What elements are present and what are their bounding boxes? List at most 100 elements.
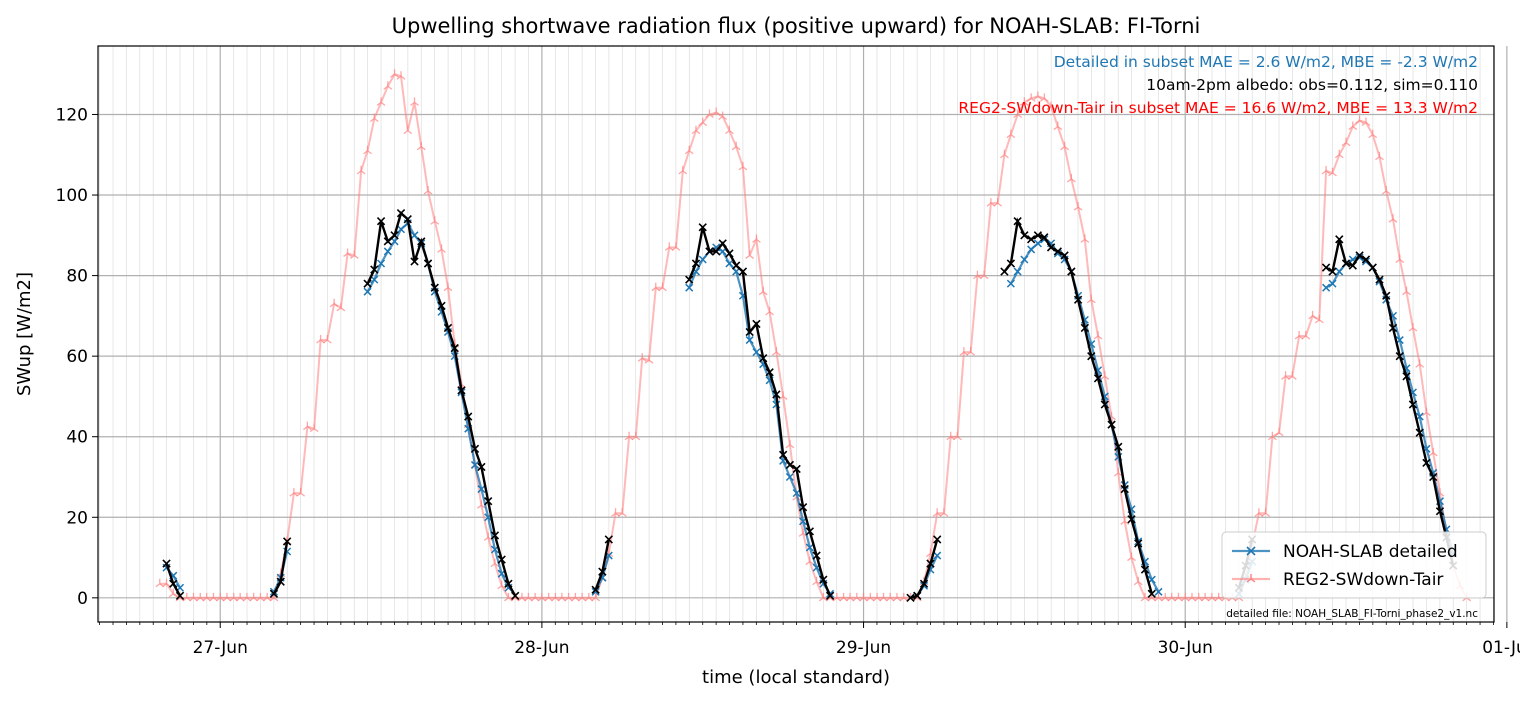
- point-reg2: [705, 109, 714, 118]
- legend: NOAH-SLAB detailed REG2-SWdown-Tair: [1221, 531, 1487, 599]
- point-observed: [685, 275, 694, 284]
- plot-frame: [97, 45, 1495, 623]
- point-noah: [752, 348, 761, 357]
- point-reg2: [1321, 165, 1331, 175]
- point-reg2: [336, 302, 346, 312]
- legend-marker-reg2: [1246, 574, 1256, 583]
- point-observed: [1026, 235, 1036, 244]
- point-noah: [785, 472, 794, 482]
- legend-label-reg2: REG2-SWdown-Tair: [1283, 570, 1443, 590]
- point-noah: [1006, 279, 1015, 288]
- point-reg2: [771, 347, 781, 356]
- point-reg2: [396, 71, 406, 80]
- point-observed: [162, 559, 171, 568]
- point-observed: [1368, 263, 1377, 272]
- point-observed: [464, 412, 473, 421]
- point-reg2: [1415, 359, 1425, 368]
- point-reg2: [1308, 310, 1317, 320]
- point-observed: [396, 208, 406, 218]
- point-observed: [1013, 217, 1022, 226]
- point-observed: [792, 464, 801, 474]
- chart-title: Upwelling shortwave radiation flux (posi…: [392, 14, 1201, 38]
- y-tick-label: 120: [56, 105, 88, 125]
- point-reg2: [785, 439, 795, 449]
- point-reg2: [1093, 331, 1103, 340]
- point-reg2: [1355, 115, 1364, 125]
- point-reg2: [993, 198, 1003, 207]
- point-reg2: [752, 234, 761, 243]
- point-noah: [732, 267, 741, 276]
- point-reg2: [711, 107, 721, 116]
- point-reg2: [812, 576, 821, 586]
- point-observed: [604, 535, 613, 544]
- point-reg2: [658, 282, 667, 292]
- point-noah: [805, 543, 814, 552]
- x-tick-label: 30-Jun: [1158, 638, 1213, 658]
- point-reg2: [383, 81, 393, 90]
- point-reg2: [309, 423, 319, 433]
- point-observed: [403, 215, 412, 224]
- point-reg2: [966, 347, 976, 356]
- point-observed: [819, 575, 828, 584]
- point-reg2: [1428, 447, 1438, 457]
- point-reg2: [168, 588, 178, 598]
- point-observed: [1114, 442, 1123, 451]
- point-observed: [1053, 247, 1062, 256]
- point-observed: [1087, 351, 1096, 361]
- point-observed: [1073, 295, 1083, 304]
- point-observed: [598, 567, 607, 576]
- point-observed: [718, 239, 727, 248]
- point-reg2: [1053, 121, 1063, 131]
- point-observed: [1020, 231, 1029, 240]
- point-observed: [1435, 507, 1445, 516]
- point-reg2: [1133, 576, 1143, 586]
- point-observed: [1335, 235, 1344, 244]
- point-observed: [457, 386, 466, 395]
- point-observed: [778, 450, 788, 460]
- point-noah: [470, 460, 480, 469]
- point-reg2: [1368, 129, 1378, 139]
- point-reg2: [349, 250, 359, 259]
- point-observed: [363, 279, 372, 288]
- point-reg2: [731, 141, 741, 151]
- point-observed: [1134, 539, 1143, 548]
- point-reg2: [363, 145, 372, 155]
- point-observed: [805, 527, 814, 536]
- point-reg2: [403, 125, 413, 135]
- point-observed: [745, 327, 754, 337]
- x-tick-label: 27-Jun: [193, 638, 248, 658]
- point-observed: [732, 261, 741, 270]
- point-reg2: [718, 111, 728, 121]
- point-reg2: [738, 161, 748, 171]
- point-observed: [1415, 428, 1424, 437]
- point-reg2: [644, 355, 654, 364]
- series-observed: [162, 208, 1458, 602]
- point-reg2: [1381, 186, 1391, 195]
- point-reg2: [1388, 214, 1398, 223]
- point-observed: [1382, 291, 1391, 300]
- point-reg2: [1361, 117, 1371, 127]
- point-reg2: [376, 97, 386, 106]
- point-reg2: [410, 97, 419, 106]
- point-noah: [477, 485, 486, 494]
- point-reg2: [1375, 151, 1384, 161]
- point-observed: [470, 444, 480, 453]
- point-observed: [1100, 400, 1109, 409]
- point-observed: [1140, 565, 1150, 574]
- point-reg2: [1408, 322, 1418, 332]
- point-observed: [1080, 323, 1090, 333]
- legend-marker-noah: [1246, 546, 1256, 556]
- point-observed: [759, 354, 768, 363]
- series-line-noah: [366, 221, 510, 589]
- y-tick-label: 20: [66, 508, 88, 528]
- point-observed: [1348, 261, 1357, 270]
- point-observed: [913, 591, 922, 600]
- point-observed: [1033, 231, 1043, 240]
- point-reg2: [1120, 516, 1130, 525]
- point-observed: [1408, 400, 1418, 409]
- point-noah: [685, 283, 694, 292]
- x-axis-label: time (local standard): [702, 667, 890, 688]
- point-reg2: [678, 165, 688, 175]
- y-tick-label: 0: [77, 589, 88, 609]
